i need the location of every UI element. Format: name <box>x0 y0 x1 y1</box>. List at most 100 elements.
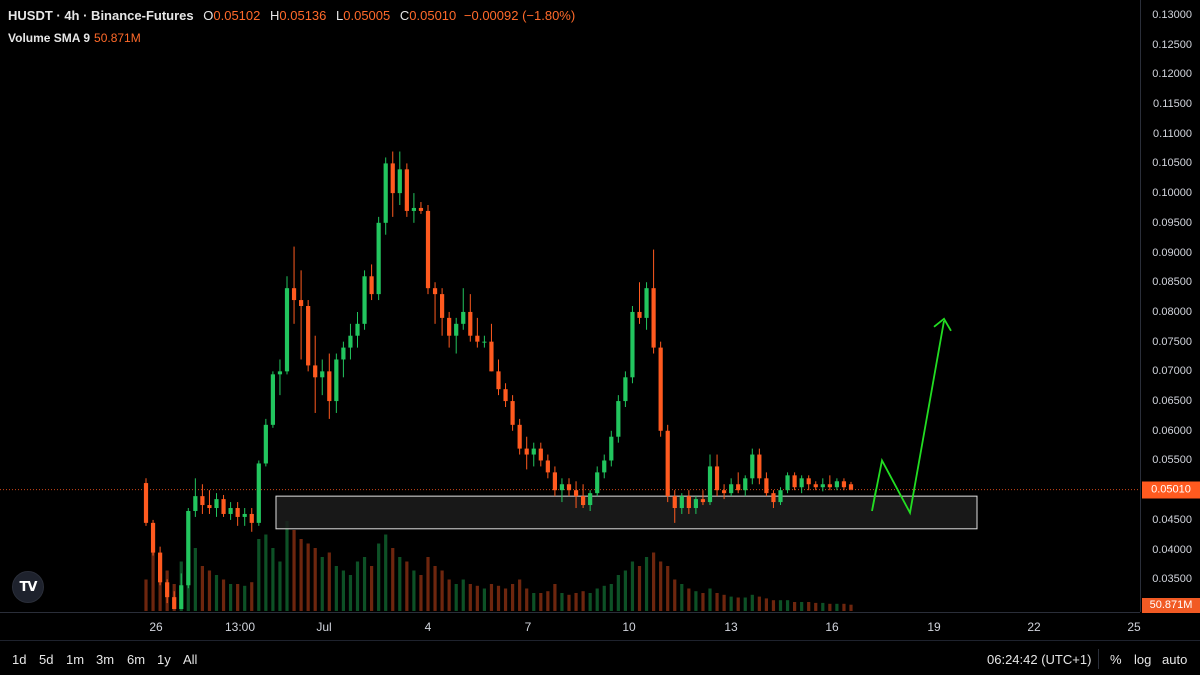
candle-body <box>503 389 508 402</box>
price-tick-label: 0.04000 <box>1152 543 1192 556</box>
current-price-label: 0.05010 <box>1142 481 1200 499</box>
volume-bar <box>602 585 606 611</box>
volume-bar <box>496 585 501 611</box>
tradingview-logo[interactable]: TV <box>12 571 44 603</box>
candle-body <box>143 483 149 523</box>
toolbar-divider <box>1098 649 1099 669</box>
volume-bar <box>419 575 423 611</box>
price-axis[interactable]: 0.13000 0.12500 0.12000 0.11500 0.11000 0.105… <box>1140 0 1200 615</box>
candle-body <box>313 365 318 378</box>
bottom-toolbar: 1d 5d 1m 3m 6m 1y All 06:24:42 (UTC+1) % log a… <box>0 640 1200 675</box>
candle-body <box>700 499 706 503</box>
candle-body <box>729 484 734 494</box>
candle-body <box>299 300 304 306</box>
candle-body <box>658 347 663 431</box>
candle-body <box>348 335 353 348</box>
volume-bar <box>539 593 543 611</box>
candle-body <box>454 323 459 336</box>
auto-toggle[interactable]: auto <box>1162 652 1188 667</box>
volume-bar <box>630 561 635 611</box>
volume-bar <box>757 596 761 611</box>
candle-body <box>722 490 727 494</box>
volume-bar <box>532 593 536 611</box>
volume-bar <box>750 594 754 611</box>
candle-body <box>679 496 684 509</box>
volume-bar <box>370 566 374 611</box>
time-axis[interactable]: 26 13:00 Jul 4 7 10 13 16 19 22 25 <box>0 612 1141 640</box>
range-button-6m[interactable]: 6m <box>127 652 146 667</box>
candle-body <box>813 484 818 488</box>
candle-body <box>566 484 572 491</box>
candle-body <box>306 306 311 366</box>
volume-bar <box>278 561 282 611</box>
high-key: H <box>270 8 280 23</box>
volume-bar <box>200 566 204 611</box>
range-button-1d[interactable]: 1d <box>12 652 27 667</box>
candle-body <box>764 478 769 494</box>
log-toggle[interactable]: log <box>1134 652 1152 667</box>
volume-bar <box>595 588 599 611</box>
candle-body <box>736 484 741 491</box>
candle-body <box>418 207 424 211</box>
volume-bar <box>828 603 832 611</box>
candle-body <box>799 478 804 488</box>
clock-display[interactable]: 06:24:42 (UTC+1) <box>987 652 1092 667</box>
range-button-1m[interactable]: 1m <box>66 652 85 667</box>
price-tick-label: 0.12000 <box>1152 68 1192 81</box>
symbol-label: HUSDT · 4h · Binance-Futures <box>8 8 194 23</box>
price-tick-label: 0.10000 <box>1152 187 1192 200</box>
volume-bar <box>616 575 620 611</box>
range-button-3m[interactable]: 3m <box>96 652 115 667</box>
price-tick-label: 0.06500 <box>1152 395 1192 408</box>
volume-bar <box>292 530 296 611</box>
candle-body <box>207 505 212 509</box>
chart-area[interactable] <box>0 0 1140 612</box>
time-tick-label: 10 <box>622 620 636 634</box>
price-tick-label: 0.11500 <box>1153 97 1192 110</box>
volume-bar <box>475 585 479 611</box>
candle-body <box>242 513 247 517</box>
volume-bar <box>680 584 684 611</box>
candle-body <box>277 371 283 375</box>
time-tick-label: 16 <box>825 620 839 634</box>
candle-body <box>221 499 226 514</box>
candle-body <box>482 341 487 343</box>
volume-bar <box>546 591 550 611</box>
price-chart[interactable] <box>0 0 1140 612</box>
candle-body <box>517 424 522 449</box>
volume-bar <box>771 600 776 611</box>
candle-body <box>848 484 854 490</box>
candle-body <box>468 311 473 336</box>
candle-body <box>284 288 290 372</box>
candle-body <box>270 374 275 425</box>
candle-body <box>750 454 755 479</box>
volume-bar <box>581 591 585 611</box>
price-tick-label: 0.05500 <box>1152 454 1192 467</box>
projection-arrowhead <box>933 317 952 332</box>
volume-bar <box>377 543 381 611</box>
volume-bar <box>842 603 846 611</box>
candle-body <box>249 513 254 523</box>
time-tick-label: 26 <box>149 620 163 634</box>
volume-bar <box>461 579 465 611</box>
candle-body <box>834 481 839 488</box>
range-button-1y[interactable]: 1y <box>157 652 171 667</box>
candle-body <box>588 493 593 506</box>
percent-toggle[interactable]: % <box>1110 652 1122 667</box>
candle-body <box>383 163 388 223</box>
candle-body <box>165 582 170 598</box>
candle-body <box>623 377 628 402</box>
candle-body <box>461 311 466 324</box>
range-button-all[interactable]: All <box>183 652 198 667</box>
candle-body <box>651 288 656 348</box>
candle-body <box>334 359 339 402</box>
candle-body <box>186 510 191 586</box>
candle-body <box>531 448 536 455</box>
volume-bar <box>412 570 416 611</box>
volume-legend: Volume SMA 9 50.871M <box>8 31 141 45</box>
change-value: −0.00092 (−1.80%) <box>463 8 576 23</box>
volume-bar <box>327 552 331 611</box>
candle-body <box>158 552 163 583</box>
candle-body <box>214 499 219 509</box>
range-button-5d[interactable]: 5d <box>39 652 54 667</box>
